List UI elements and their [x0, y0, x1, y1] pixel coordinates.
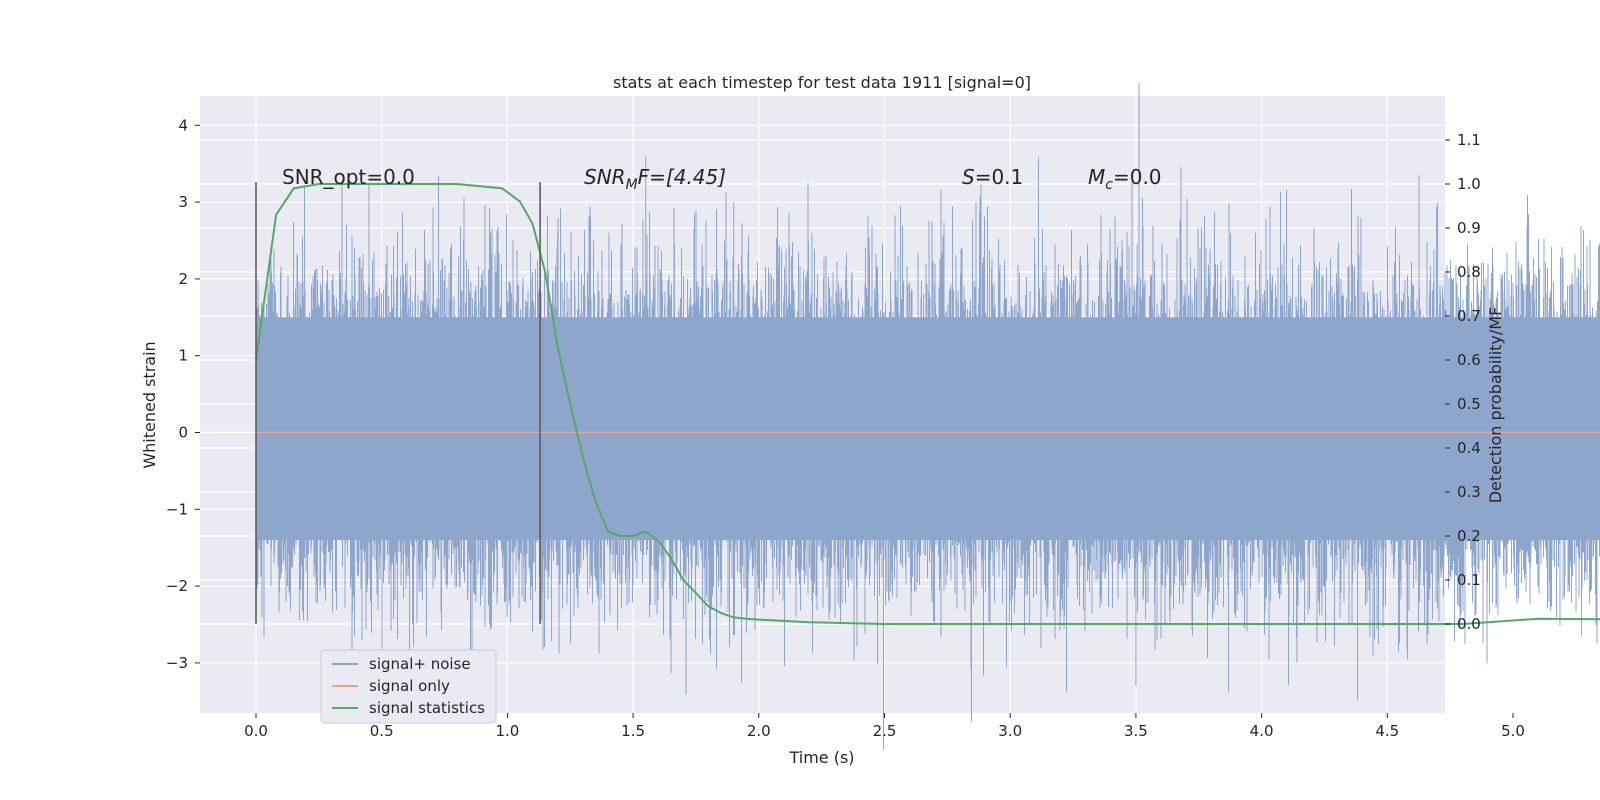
legend-label-signal-noise: signal+ noise	[369, 655, 471, 673]
annotation-snr-mf-main: SNR	[584, 165, 626, 189]
annotation-mc-sub: c	[1105, 177, 1113, 193]
y-right-tick-label: 0.1	[1457, 571, 1481, 589]
y-right-tick-label: 1.1	[1457, 131, 1481, 149]
x-tick-label: 1.0	[495, 722, 519, 740]
y-right-tick-label: 0.7	[1457, 307, 1481, 325]
x-tick-label: 2.0	[747, 722, 771, 740]
y-axis-label-left: Whitened strain	[140, 341, 159, 468]
y-right-tick-label: 0.3	[1457, 483, 1481, 501]
x-tick-label: 0.0	[244, 722, 268, 740]
y-right-tick-label: 0.9	[1457, 219, 1481, 237]
y-left-tick-label: −3	[166, 654, 188, 672]
y-right-tick-label: 0.6	[1457, 351, 1481, 369]
axis-ticks: 0.00.51.01.52.02.53.03.54.04.55.05.56.06…	[166, 116, 1525, 740]
annotation-s-value: =0.1	[975, 165, 1024, 189]
x-axis-label: Time (s)	[788, 748, 854, 767]
y-right-tick-label: 0.4	[1457, 439, 1481, 457]
signal-statistics-line	[255, 183, 1600, 625]
annotation-mc-value: =0.0	[1113, 165, 1162, 189]
x-tick-label: 5.0	[1501, 722, 1525, 740]
x-tick-label: 3.0	[998, 722, 1022, 740]
series-signal-noise	[255, 83, 1600, 750]
legend-box	[320, 649, 497, 724]
y-left-tick-label: 2	[178, 270, 188, 288]
x-tick-label: 1.5	[621, 722, 645, 740]
legend: signal+ noise signal only signal statist…	[320, 649, 497, 724]
annotation-snr-mf-sub: M	[626, 177, 638, 193]
annotation-mc: Mc=0.0	[1088, 165, 1162, 193]
y-left-tick-label: −1	[166, 500, 188, 518]
y-right-tick-label: 1.0	[1457, 175, 1481, 193]
y-right-tick-label: 0.5	[1457, 395, 1481, 413]
x-tick-label: 4.0	[1250, 722, 1274, 740]
annotation-s: S=0.1	[962, 165, 1023, 189]
annotation-s-var: S	[962, 165, 975, 189]
annotation-snr-mf: SNRMF=[4.45]	[584, 165, 726, 193]
y-right-tick-label: 0.8	[1457, 263, 1481, 281]
y-left-tick-label: 0	[178, 424, 188, 442]
y-axis-label-right: Detection probability/MF	[1486, 307, 1505, 504]
vertical-markers	[255, 182, 541, 624]
y-right-tick-label: 0.0	[1457, 615, 1481, 633]
y-left-tick-label: −2	[166, 577, 188, 595]
x-tick-label: 0.5	[370, 722, 394, 740]
y-right-tick-label: 0.2	[1457, 527, 1481, 545]
annotation-snr-opt: SNR_opt=0.0	[282, 165, 415, 189]
x-tick-label: 3.5	[1124, 722, 1148, 740]
chart-title: stats at each timestep for test data 191…	[613, 73, 1031, 92]
x-tick-label: 2.5	[873, 722, 897, 740]
legend-label-signal-statistics: signal statistics	[369, 699, 485, 717]
annotation-mc-var: M	[1088, 165, 1105, 189]
legend-label-signal-only: signal only	[369, 677, 450, 695]
series-lines	[255, 183, 1600, 625]
annotation-snr-mf-rest: F=[4.45]	[638, 165, 726, 189]
y-left-tick-label: 4	[178, 116, 188, 134]
x-tick-label: 4.5	[1375, 722, 1399, 740]
y-left-tick-label: 3	[178, 193, 188, 211]
y-left-tick-label: 1	[178, 347, 188, 365]
